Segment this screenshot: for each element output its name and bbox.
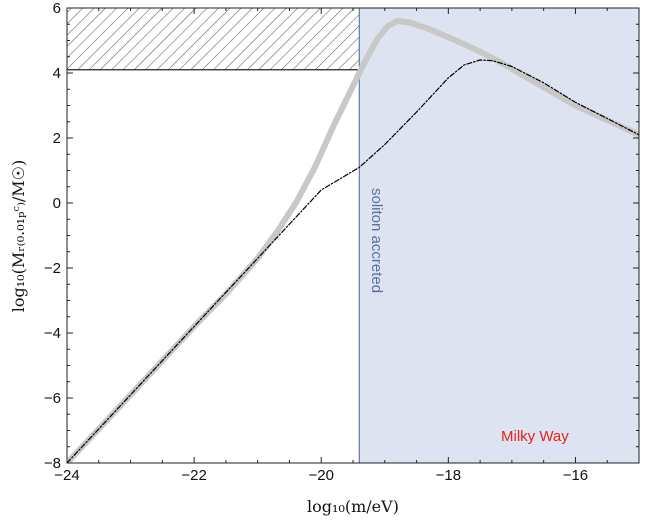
soliton-accreted-label: soliton accreted	[368, 188, 385, 293]
x-tick-label: −20	[308, 467, 333, 484]
y-tick-label: 6	[53, 0, 61, 17]
series-line-1	[67, 18, 639, 463]
y-tick-label: 2	[53, 130, 61, 147]
shaded-regions	[67, 8, 639, 463]
soliton-accreted-region	[359, 8, 639, 463]
milky-way-label: Milky Way	[501, 428, 569, 445]
y-tick-label: −6	[44, 390, 61, 407]
y-tick-label: −8	[44, 455, 61, 472]
x-tick-label: −16	[563, 467, 588, 484]
series-line-2	[67, 59, 639, 463]
x-axis-label: log₁₀(m/eV)	[307, 497, 399, 516]
series-lines	[67, 18, 639, 463]
x-tick-label: −18	[436, 467, 461, 484]
x-tick-label: −24	[54, 467, 79, 484]
y-axis-label: log₁₀(Mᵣ₍₀.₀₁ₚᶜ₎/M☉)	[9, 160, 28, 312]
y-tick-label: −2	[44, 260, 61, 277]
y-tick-label: −4	[44, 325, 61, 342]
y-tick-label: 0	[53, 195, 61, 212]
x-tick-label: −22	[181, 467, 206, 484]
y-tick-label: 4	[53, 65, 61, 82]
